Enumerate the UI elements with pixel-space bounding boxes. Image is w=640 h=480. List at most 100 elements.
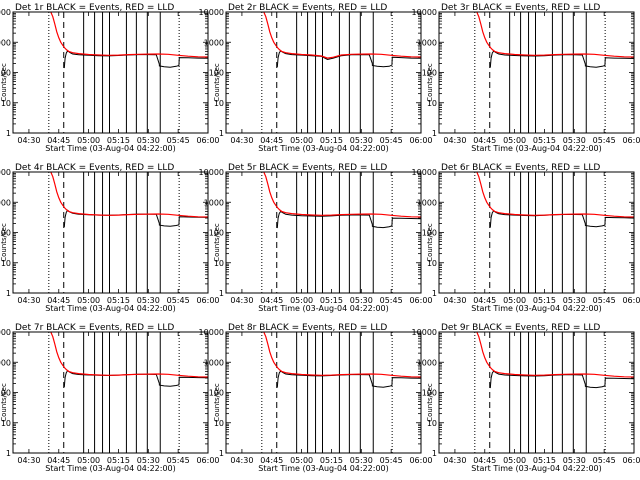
y-tick-label: 1 — [6, 449, 11, 458]
x-axis-label: Start Time (03-Aug-04 04:22:00) — [45, 144, 176, 153]
x-tick-label: 04:30 — [443, 136, 466, 145]
x-tick-label: 04:30 — [17, 456, 40, 465]
x-tick-label: 05:00 — [77, 296, 100, 305]
y-tick-label: 100 — [209, 69, 224, 78]
panel-title: Det 7r BLACK = Events, RED = LLD — [15, 323, 174, 333]
y-tick-label: 1 — [432, 129, 437, 138]
x-tick-label: 05:30 — [563, 456, 586, 465]
y-tick-label: 100 — [422, 389, 437, 398]
lld-series-line — [263, 332, 421, 378]
y-tick-label: 10000 — [199, 328, 224, 337]
x-axis-label: Start Time (03-Aug-04 04:22:00) — [258, 464, 389, 473]
y-axis-label: Counts/sec — [0, 223, 8, 262]
y-tick-label: 10 — [427, 259, 437, 268]
x-axis-label: Start Time (03-Aug-04 04:22:00) — [258, 144, 389, 153]
x-tick-label: 04:30 — [230, 296, 253, 305]
y-tick-label: 10 — [1, 259, 11, 268]
panel-title: Det 5r BLACK = Events, RED = LLD — [228, 163, 387, 173]
y-tick-label: 10 — [214, 99, 224, 108]
x-tick-label: 05:00 — [290, 456, 313, 465]
x-tick-label: 05:30 — [137, 456, 160, 465]
x-tick-label: 05:15 — [107, 136, 130, 145]
panel-title: Det 4r BLACK = Events, RED = LLD — [15, 163, 174, 173]
x-tick-label: 05:15 — [533, 456, 556, 465]
x-tick-label: 04:45 — [260, 296, 283, 305]
x-tick-label: 04:30 — [230, 456, 253, 465]
x-tick-label: 06:00 — [409, 296, 432, 305]
x-tick-label: 06:00 — [409, 136, 432, 145]
x-axis-label: Start Time (03-Aug-04 04:22:00) — [45, 304, 176, 313]
y-axis-label: Counts/sec — [0, 63, 8, 102]
panel-title: Det 2r BLACK = Events, RED = LLD — [228, 3, 387, 13]
y-tick-label: 100 — [422, 69, 437, 78]
x-tick-label: 05:30 — [350, 456, 373, 465]
y-tick-label: 10 — [1, 99, 11, 108]
panel-title: Det 3r BLACK = Events, RED = LLD — [441, 3, 600, 13]
x-tick-label: 05:15 — [107, 456, 130, 465]
y-tick-label: 10000 — [0, 168, 11, 177]
y-tick-label: 10000 — [412, 8, 437, 17]
y-tick-label: 1 — [219, 289, 224, 298]
x-tick-label: 05:15 — [107, 296, 130, 305]
x-tick-label: 05:30 — [563, 296, 586, 305]
y-tick-label: 10000 — [199, 168, 224, 177]
y-tick-label: 1 — [219, 129, 224, 138]
x-tick-label: 05:30 — [563, 136, 586, 145]
y-tick-label: 100 — [422, 229, 437, 238]
panel-det-8: Det 8r BLACK = Events, RED = LLD 1 10 100 10… — [199, 323, 433, 473]
y-tick-label: 10000 — [199, 8, 224, 17]
y-tick-label: 1000 — [0, 358, 11, 367]
lld-series-line — [50, 172, 208, 218]
x-axis-label: Start Time (03-Aug-04 04:22:00) — [258, 304, 389, 313]
lld-series-line — [476, 332, 634, 378]
y-tick-label: 10 — [214, 419, 224, 428]
panel-det-4: Det 4r BLACK = Events, RED = LLD 1 10 100 10… — [0, 163, 220, 313]
x-tick-label: 05:45 — [380, 456, 403, 465]
panel-title: Det 6r BLACK = Events, RED = LLD — [441, 163, 600, 173]
y-tick-label: 1000 — [204, 358, 224, 367]
y-tick-label: 10 — [427, 419, 437, 428]
y-tick-label: 10000 — [0, 328, 11, 337]
x-tick-label: 04:45 — [260, 136, 283, 145]
y-tick-label: 10000 — [412, 168, 437, 177]
x-tick-label: 05:15 — [533, 296, 556, 305]
y-tick-label: 1 — [432, 289, 437, 298]
y-tick-label: 1000 — [0, 198, 11, 207]
events-series-line — [276, 210, 421, 229]
x-tick-label: 06:00 — [622, 296, 640, 305]
x-tick-label: 04:45 — [473, 296, 496, 305]
lld-series-line — [263, 12, 421, 59]
x-tick-label: 05:15 — [533, 136, 556, 145]
x-tick-label: 05:30 — [350, 136, 373, 145]
x-tick-label: 05:00 — [503, 136, 526, 145]
y-axis-label: Counts/sec — [213, 383, 221, 422]
y-tick-label: 10 — [214, 259, 224, 268]
lld-series-line — [476, 172, 634, 218]
y-axis-label: Counts/sec — [213, 63, 221, 102]
panel-det-1: Det 1r BLACK = Events, RED = LLD 1 10 100 10… — [0, 3, 220, 153]
y-tick-label: 10 — [427, 99, 437, 108]
x-tick-label: 06:00 — [196, 456, 219, 465]
panel-det-2: Det 2r BLACK = Events, RED = LLD 1 10 100 10… — [199, 3, 433, 153]
lld-series-line — [476, 12, 634, 58]
x-tick-label: 05:00 — [503, 296, 526, 305]
y-tick-label: 1 — [6, 129, 11, 138]
y-tick-label: 1000 — [204, 198, 224, 207]
x-axis-label: Start Time (03-Aug-04 04:22:00) — [471, 144, 602, 153]
x-tick-label: 04:45 — [47, 136, 70, 145]
x-tick-label: 04:45 — [473, 136, 496, 145]
x-tick-label: 05:45 — [380, 136, 403, 145]
x-tick-label: 05:00 — [77, 456, 100, 465]
x-tick-label: 05:30 — [137, 296, 160, 305]
lld-series-line — [263, 172, 421, 218]
y-tick-label: 1000 — [417, 38, 437, 47]
lld-series-line — [50, 12, 208, 58]
x-tick-label: 04:45 — [47, 296, 70, 305]
y-tick-label: 1000 — [417, 198, 437, 207]
x-tick-label: 05:45 — [593, 296, 616, 305]
x-tick-label: 06:00 — [196, 296, 219, 305]
y-tick-label: 1 — [219, 449, 224, 458]
x-tick-label: 05:00 — [290, 136, 313, 145]
panel-det-6: Det 6r BLACK = Events, RED = LLD 1 10 100 10… — [412, 163, 640, 313]
